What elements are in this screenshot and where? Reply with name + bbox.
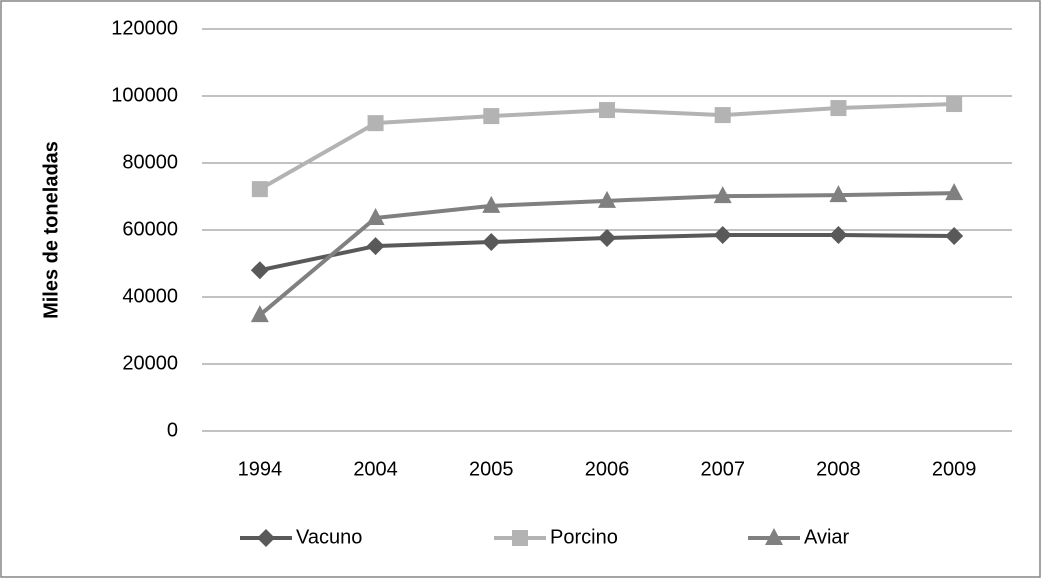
legend-label: Vacuno (296, 526, 362, 548)
y-tick-label: 120000 (111, 17, 178, 39)
marker (366, 237, 385, 256)
marker (830, 100, 847, 117)
x-tick-label: 2005 (469, 458, 514, 480)
legend-label: Aviar (804, 526, 850, 548)
legend-label: Porcino (550, 526, 618, 548)
x-tick-label: 2006 (585, 458, 630, 480)
marker (483, 108, 500, 125)
marker (598, 190, 616, 208)
legend-marker (512, 530, 528, 546)
x-tick-label: 2007 (700, 458, 745, 480)
y-axis-label: Miles de toneladas (40, 141, 62, 319)
marker (366, 207, 385, 225)
marker (250, 261, 269, 280)
marker (829, 185, 848, 203)
x-tick-label: 2009 (932, 458, 977, 480)
marker (367, 115, 384, 132)
marker (945, 227, 964, 246)
marker (251, 181, 268, 198)
marker (946, 96, 963, 113)
y-tick-label: 60000 (122, 218, 178, 240)
y-tick-label: 100000 (111, 84, 178, 106)
legend-marker (257, 529, 275, 547)
marker (714, 107, 731, 124)
marker (829, 226, 848, 245)
marker (599, 102, 615, 119)
marker (713, 186, 732, 204)
y-tick-label: 80000 (122, 151, 178, 173)
y-tick-label: 0 (167, 419, 178, 441)
legend-marker (765, 528, 783, 545)
marker (250, 305, 269, 323)
marker (482, 195, 501, 213)
y-tick-label: 20000 (122, 352, 178, 374)
x-tick-label: 2008 (816, 458, 861, 480)
marker (482, 233, 501, 252)
marker (713, 226, 732, 245)
x-tick-label: 2004 (353, 458, 398, 480)
y-tick-label: 40000 (122, 285, 178, 307)
marker (598, 229, 616, 248)
x-tick-label: 1994 (238, 458, 283, 480)
marker (945, 183, 964, 201)
